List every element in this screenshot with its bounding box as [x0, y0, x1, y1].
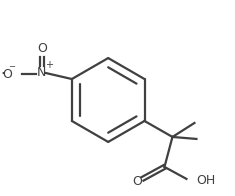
Text: OH: OH	[196, 174, 216, 187]
Text: O: O	[133, 175, 142, 188]
Text: +: +	[45, 60, 53, 70]
Text: O: O	[2, 68, 12, 81]
Text: −: −	[8, 63, 16, 72]
Text: ·: ·	[0, 66, 5, 82]
Text: N: N	[37, 65, 47, 79]
Text: O: O	[37, 42, 47, 54]
